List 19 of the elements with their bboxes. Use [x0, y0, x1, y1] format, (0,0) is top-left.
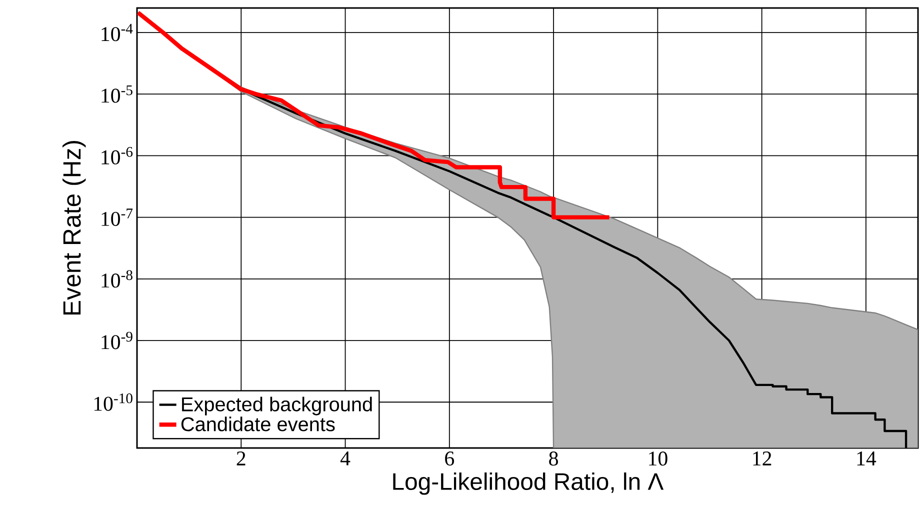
x-axis-title: Log-Likelihood Ratio, ln Λ: [393, 472, 664, 495]
y-tick-label: 10$^{-4}$: [102, 24, 133, 42]
x-tick-label: 4: [340, 452, 350, 466]
y-tick-label: 10$^{-6}$: [102, 147, 133, 164]
y-tick-label: 10$^{-10}$: [94, 393, 132, 411]
line-series: [137, 10, 612, 220]
y-tick-label: 10$^{-8}$: [102, 270, 132, 288]
x-tick-label: 8: [549, 452, 558, 466]
x-tick-label: 6: [445, 452, 454, 466]
x-tick-label: 14: [857, 452, 876, 466]
y-tick-label: 10$^{-9}$: [102, 332, 132, 350]
legend-label: Candidate events: [181, 416, 335, 432]
x-tick-label: 2: [236, 452, 246, 466]
y-axis-title: Event Rate (Hz): [62, 140, 86, 315]
legend-label: Expected background: [182, 396, 372, 416]
y-tick-label: 10$^{-5}$: [102, 85, 132, 103]
x-tick-label: 10: [649, 452, 668, 466]
x-tick-label: 12: [753, 452, 772, 466]
y-tick-label: 10$^{-7}$: [102, 208, 133, 226]
